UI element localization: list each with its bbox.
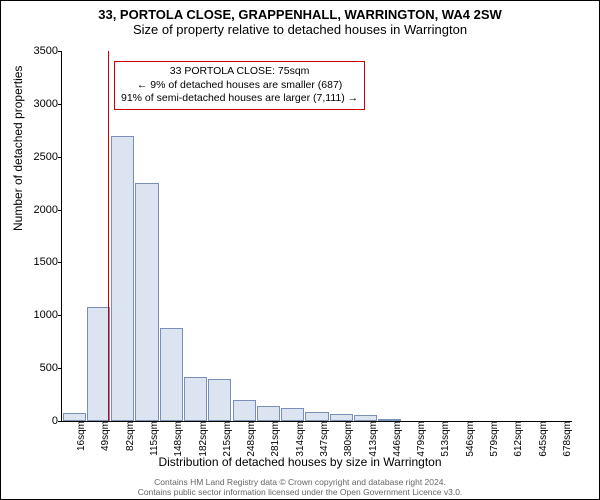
histogram-bar <box>87 307 110 421</box>
x-tick-label: 314sqm <box>293 421 306 457</box>
x-tick-label: 49sqm <box>98 421 111 451</box>
histogram-bar <box>378 419 401 421</box>
title-sub: Size of property relative to detached ho… <box>1 22 599 41</box>
x-tick-label: 546sqm <box>463 421 476 457</box>
histogram-bar <box>184 377 207 421</box>
histogram-bar <box>354 415 377 421</box>
x-tick-label: 215sqm <box>220 421 233 457</box>
x-tick-label: 579sqm <box>487 421 500 457</box>
title-main: 33, PORTOLA CLOSE, GRAPPENHALL, WARRINGT… <box>1 1 599 22</box>
x-tick-label: 82sqm <box>123 421 136 451</box>
plot-area: 33 PORTOLA CLOSE: 75sqm ← 9% of detached… <box>61 51 572 422</box>
x-tick-label: 182sqm <box>196 421 209 457</box>
histogram-bar <box>160 328 183 421</box>
histogram-bar <box>208 379 231 421</box>
x-tick-label: 513sqm <box>438 421 451 457</box>
footer-line1: Contains HM Land Registry data © Crown c… <box>1 477 599 487</box>
histogram-bar <box>63 413 86 421</box>
annotation-line1: 33 PORTOLA CLOSE: 75sqm <box>121 65 358 79</box>
x-tick-label: 645sqm <box>536 421 549 457</box>
x-tick-label: 380sqm <box>341 421 354 457</box>
histogram-bar <box>330 414 353 421</box>
x-axis-label: Distribution of detached houses by size … <box>1 455 599 469</box>
x-tick-label: 413sqm <box>366 421 379 457</box>
histogram-bar <box>233 400 256 421</box>
x-tick-label: 612sqm <box>511 421 524 457</box>
annotation-line2: ← 9% of detached houses are smaller (687… <box>121 79 358 93</box>
reference-line <box>108 51 109 421</box>
y-axis-label: Number of detached properties <box>11 66 25 231</box>
histogram-bar <box>305 412 328 422</box>
histogram-bar <box>257 406 280 421</box>
footer: Contains HM Land Registry data © Crown c… <box>1 477 599 497</box>
annotation-line3: 91% of semi-detached houses are larger (… <box>121 92 358 106</box>
x-tick-label: 248sqm <box>244 421 257 457</box>
x-tick-label: 16sqm <box>74 421 87 451</box>
x-tick-label: 479sqm <box>414 421 427 457</box>
footer-line2: Contains public sector information licen… <box>1 487 599 497</box>
x-tick-label: 115sqm <box>147 421 160 456</box>
x-tick-label: 281sqm <box>268 421 281 457</box>
x-tick-label: 148sqm <box>171 421 184 457</box>
histogram-bar <box>135 183 158 421</box>
histogram-bar <box>111 136 134 421</box>
annotation-box: 33 PORTOLA CLOSE: 75sqm ← 9% of detached… <box>114 61 365 110</box>
x-tick-label: 347sqm <box>317 421 330 457</box>
x-tick-label: 446sqm <box>390 421 403 457</box>
x-tick-label: 678sqm <box>560 421 573 457</box>
chart-container: 33, PORTOLA CLOSE, GRAPPENHALL, WARRINGT… <box>0 0 600 500</box>
histogram-bar <box>281 408 304 421</box>
